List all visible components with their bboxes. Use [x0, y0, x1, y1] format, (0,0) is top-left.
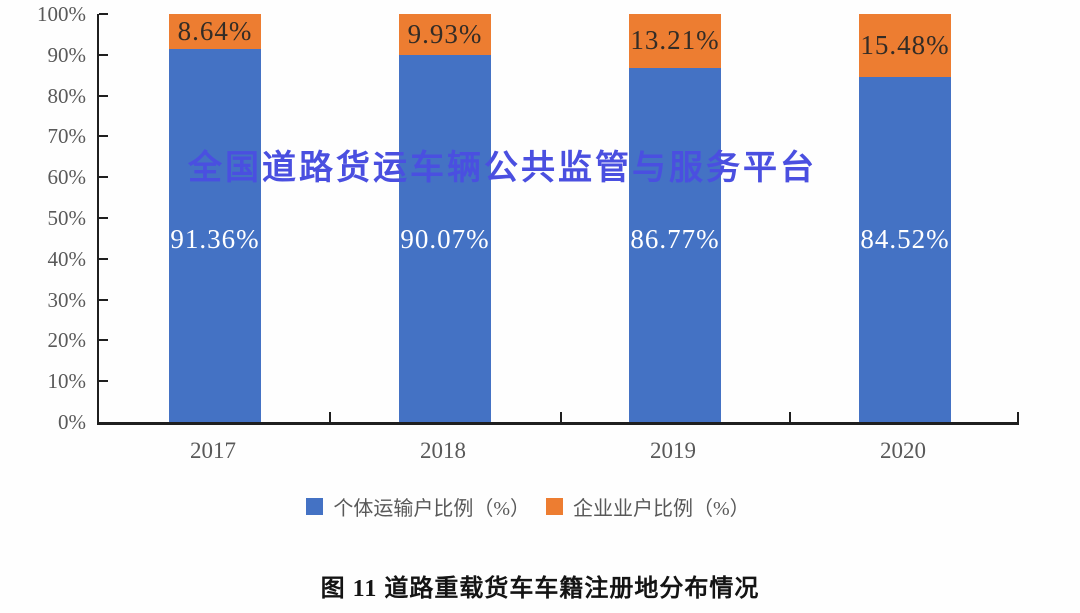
- y-tick-label: 20%: [47, 328, 87, 353]
- individual-value-label: 91.36%: [170, 224, 260, 254]
- bar-2020: 15.48% 84.52%: [859, 14, 951, 422]
- y-axis-tick: [99, 298, 108, 301]
- enterprise-value-label: 9.93%: [407, 18, 483, 49]
- individual-segment: [859, 77, 951, 422]
- enterprise-segment: 13.21%: [629, 14, 721, 68]
- x-axis-tick: [1017, 412, 1019, 422]
- enterprise-value-label: 15.48%: [860, 30, 950, 61]
- x-category-label: 2017: [190, 438, 236, 463]
- y-tick-label: 100%: [37, 2, 86, 26]
- legend-label: 企业业户比例（%）: [573, 498, 750, 520]
- bar-2019: 13.21% 86.77%: [629, 14, 721, 422]
- x-category-label: 2020: [880, 438, 926, 463]
- x-axis-tick: [329, 412, 331, 422]
- bar-2018: 9.93% 90.07%: [399, 14, 491, 422]
- y-axis-tick: [99, 257, 108, 260]
- enterprise-segment: 8.64%: [169, 14, 261, 50]
- enterprise-value-label: 13.21%: [630, 25, 720, 56]
- y-tick-label: 10%: [47, 369, 87, 394]
- individual-segment: [629, 67, 721, 422]
- individual-value-label: 84.52%: [860, 224, 950, 254]
- y-axis-tick: [99, 380, 108, 383]
- x-axis-tick: [789, 412, 791, 422]
- x-axis-tick: [560, 412, 562, 422]
- plot-area: 8.64% 91.36% 9.93% 90.07% 13.21% 86.77% 15.48%…: [97, 13, 1019, 425]
- y-tick-label: 70%: [47, 124, 87, 149]
- y-tick-label: 50%: [47, 206, 87, 230]
- enterprise-segment: 9.93%: [399, 14, 491, 55]
- y-axis-tick: [99, 339, 108, 342]
- y-axis-tick: [99, 94, 108, 97]
- y-axis-tick: [99, 53, 108, 56]
- x-category-label: 2019: [650, 438, 696, 463]
- y-tick-label: 30%: [47, 287, 87, 312]
- figure-caption: 图 11 道路重载货车车籍注册地分布情况: [320, 576, 760, 602]
- y-tick-label: 80%: [47, 83, 87, 108]
- bar-2017: 8.64% 91.36%: [169, 14, 261, 422]
- legend-swatch: [306, 498, 324, 515]
- y-tick-label: 90%: [47, 42, 87, 67]
- legend-label: 个体运输户比例（%）: [333, 498, 530, 520]
- legend: 个体运输户比例（%） 企业业户比例（%）: [0, 492, 1068, 521]
- enterprise-segment: 15.48%: [859, 14, 951, 78]
- individual-segment: [169, 49, 261, 422]
- individual-value-label: 86.77%: [630, 224, 720, 254]
- individual-segment: [399, 54, 491, 422]
- y-axis-tick: [99, 176, 108, 179]
- y-tick-label: 40%: [47, 246, 87, 271]
- legend-item: 个体运输户比例（%）: [306, 492, 530, 521]
- y-tick-label: 0%: [58, 410, 86, 434]
- y-axis-tick: [99, 135, 108, 138]
- y-tick-label: 60%: [47, 165, 87, 190]
- legend-swatch: [546, 498, 563, 515]
- x-category-label: 2018: [420, 438, 466, 463]
- watermark-text: 全国道路货运车辆公共监管与服务平台: [188, 149, 817, 187]
- y-axis-tick: [99, 217, 108, 219]
- y-axis-tick: [99, 13, 108, 15]
- legend-item: 企业业户比例（%）: [546, 492, 750, 521]
- individual-value-label: 90.07%: [400, 224, 490, 254]
- enterprise-value-label: 8.64%: [177, 16, 253, 47]
